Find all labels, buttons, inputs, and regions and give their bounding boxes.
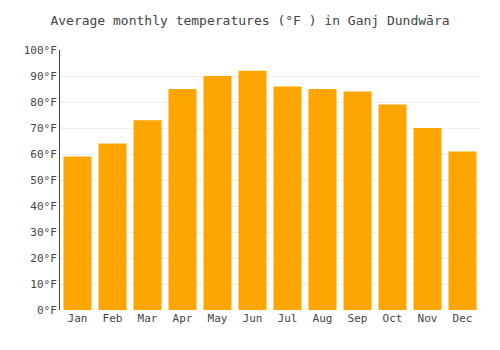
svg-text:Dec: Dec [453, 312, 473, 325]
svg-text:80°F: 80°F [30, 96, 57, 109]
svg-text:Jul: Jul [278, 312, 298, 325]
svg-text:10°F: 10°F [30, 278, 57, 291]
svg-text:Feb: Feb [103, 312, 123, 325]
svg-text:Average monthly temperatures (: Average monthly temperatures (°F ) in Ga… [50, 13, 449, 28]
svg-text:Aug: Aug [313, 312, 333, 325]
svg-text:50°F: 50°F [30, 174, 57, 187]
svg-text:40°F: 40°F [30, 200, 57, 213]
svg-text:Jun: Jun [243, 312, 263, 325]
svg-text:May: May [208, 312, 228, 325]
svg-text:Jan: Jan [68, 312, 88, 325]
svg-text:20°F: 20°F [30, 252, 57, 265]
svg-text:90°F: 90°F [30, 70, 57, 83]
svg-text:Nov: Nov [418, 312, 438, 325]
svg-text:70°F: 70°F [30, 122, 57, 135]
svg-text:Oct: Oct [383, 312, 403, 325]
svg-text:Apr: Apr [173, 312, 193, 325]
svg-text:0°F: 0°F [37, 304, 57, 317]
svg-text:Mar: Mar [138, 312, 158, 325]
svg-text:30°F: 30°F [30, 226, 57, 239]
svg-text:60°F: 60°F [30, 148, 57, 161]
svg-text:100°F: 100°F [24, 44, 57, 57]
svg-text:Sep: Sep [348, 312, 368, 325]
